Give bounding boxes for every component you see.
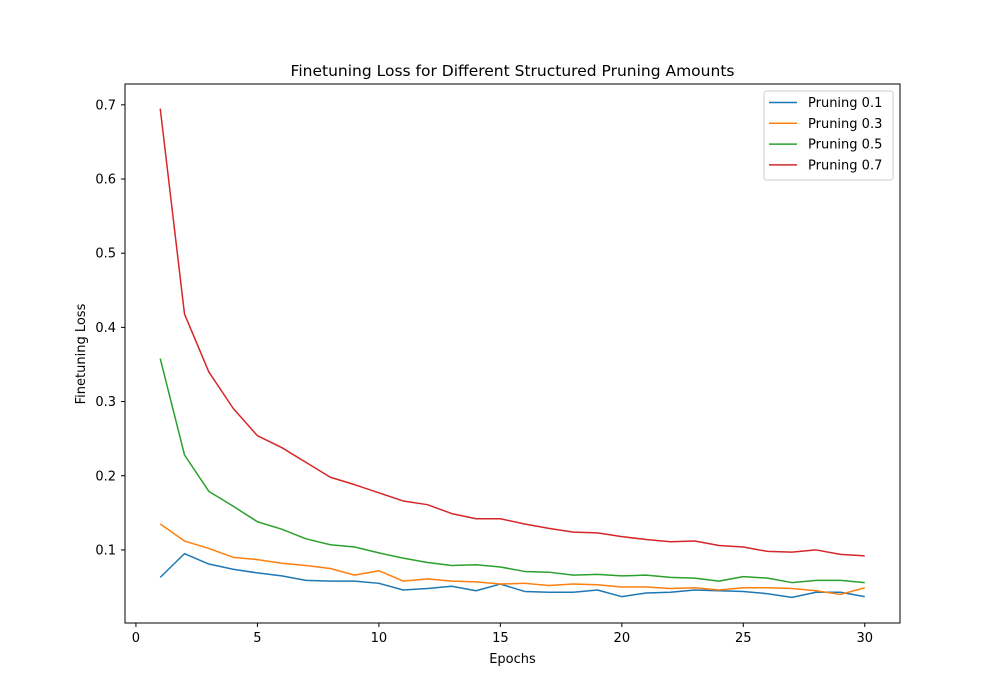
y-tick-label: 0.4 <box>95 321 116 336</box>
x-tick-label: 20 <box>614 631 631 646</box>
y-tick-label: 0.7 <box>95 98 116 113</box>
x-axis: 0 5 10 15 20 25 30 <box>132 623 873 646</box>
plot-frame <box>124 83 901 624</box>
series-line-4 <box>159 108 865 557</box>
series-line-3 <box>159 358 865 584</box>
legend-box <box>763 90 894 181</box>
y-tick-label: 0.3 <box>95 395 116 410</box>
y-axis: 0.1 0.2 0.3 0.4 0.5 0.6 0.7 <box>95 98 125 558</box>
y-tick-label: 0.2 <box>95 469 116 484</box>
x-axis-title: Epochs <box>489 652 536 667</box>
legend-label-3: Pruning 0.5 <box>808 138 882 153</box>
legend-label-2: Pruning 0.3 <box>808 117 882 132</box>
x-tick-label: 5 <box>253 631 261 646</box>
x-tick-label: 10 <box>371 631 388 646</box>
x-tick-label: 0 <box>132 631 140 646</box>
series-line-1 <box>159 552 865 599</box>
series-line-2 <box>159 523 865 596</box>
series-group <box>159 108 865 599</box>
plot-area <box>124 83 901 624</box>
x-tick-label: 15 <box>492 631 509 646</box>
chart-title: Finetuning Loss for Different Structured… <box>291 62 735 80</box>
legend-label-4: Pruning 0.7 <box>808 158 882 173</box>
y-tick-label: 0.6 <box>95 173 116 188</box>
legend: Pruning 0.1 Pruning 0.3 Pruning 0.5 Pruning… <box>763 90 894 181</box>
y-axis-title: Finetuning Loss <box>74 303 89 404</box>
x-tick-label: 25 <box>735 631 752 646</box>
legend-label-1: Pruning 0.1 <box>808 96 882 111</box>
y-tick-label: 0.5 <box>95 247 116 262</box>
x-tick-label: 30 <box>856 631 873 646</box>
y-tick-label: 0.1 <box>95 543 116 558</box>
